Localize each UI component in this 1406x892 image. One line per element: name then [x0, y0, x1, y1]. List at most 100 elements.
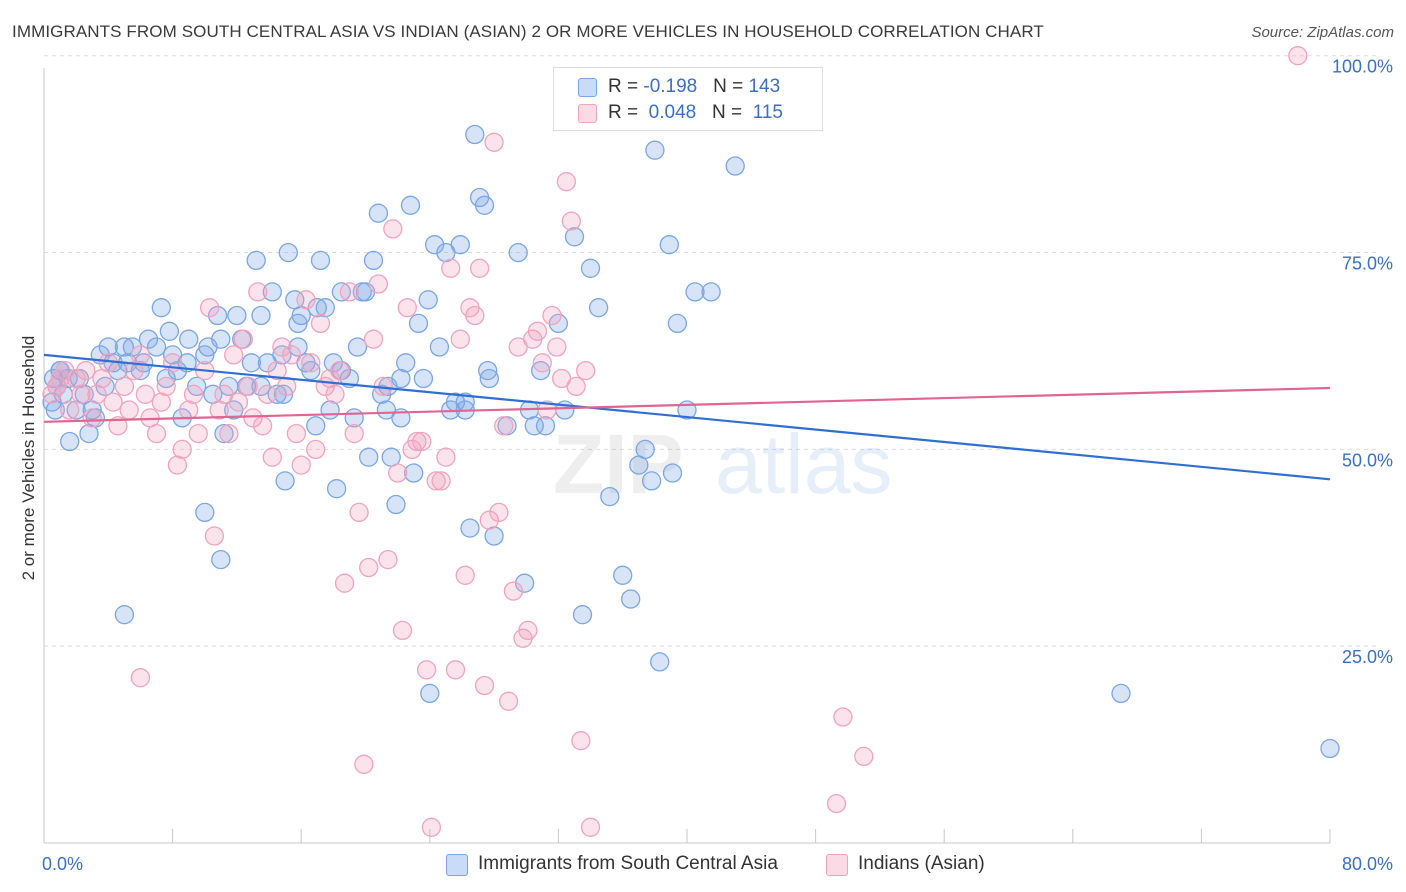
stats-n-value: 143 — [748, 76, 781, 97]
scatter-point — [547, 337, 567, 357]
axes — [43, 68, 1331, 844]
legend-label: Indians (Asian) — [858, 853, 985, 874]
scatter-point — [383, 219, 403, 239]
scatter-point — [71, 384, 91, 404]
scatter-point — [262, 447, 282, 467]
stats-r-value: 0.048 — [648, 102, 697, 123]
scatter-point — [725, 156, 745, 176]
grid-lines — [44, 55, 1378, 647]
scatter-point — [371, 384, 392, 404]
scatter-point — [424, 235, 445, 255]
stats-r-label: R = — [608, 76, 644, 97]
y-tick-label: 50.0% — [1342, 450, 1393, 470]
scatter-point — [130, 345, 151, 365]
scatter-point — [1288, 46, 1308, 66]
scatter-point — [199, 298, 220, 318]
scatter-point — [621, 589, 641, 609]
watermark-atlas: atlas — [715, 417, 892, 511]
scatter-point — [416, 660, 437, 680]
scatter-point — [418, 290, 438, 310]
scatter-point — [344, 423, 364, 444]
scatter-point — [571, 731, 591, 751]
scatter-point — [114, 337, 135, 357]
scatter-point — [326, 479, 347, 499]
scatter-point — [167, 455, 188, 475]
scatter-point — [323, 353, 344, 373]
scatter-point — [243, 408, 263, 428]
scatter-point — [524, 416, 544, 436]
scatter-point — [98, 337, 118, 357]
trend-lines — [43, 353, 1331, 481]
scatter-point — [494, 416, 514, 436]
scatter-point — [146, 337, 167, 357]
scatter-point — [580, 258, 601, 278]
scatter-point — [195, 502, 215, 523]
scatter-point — [363, 329, 384, 349]
scatter-point — [1111, 683, 1131, 704]
scatter-point — [162, 353, 183, 373]
scatter-point — [209, 400, 229, 420]
scatter-point — [55, 360, 75, 381]
scatter-point — [151, 392, 171, 412]
scatter-point — [315, 298, 335, 318]
y-axis-title: 2 or more Vehicles in Household — [19, 336, 38, 581]
pink-swatch-icon — [578, 104, 597, 123]
scatter-point — [310, 313, 331, 334]
scatter-point — [306, 416, 326, 436]
scatter-point — [278, 242, 298, 263]
scatter-point — [421, 817, 442, 837]
scatter-point — [114, 376, 135, 397]
scatter-point — [296, 290, 316, 310]
scatter-point — [130, 668, 151, 688]
x-tick-labels: 0.0% 80.0% — [42, 854, 1393, 874]
scatter-point — [306, 439, 326, 460]
scatter-point — [251, 305, 271, 326]
scatter-point — [267, 384, 287, 404]
scatter-point — [262, 282, 282, 302]
scatter-point — [359, 557, 379, 578]
scatter-point — [392, 620, 413, 641]
scatter-point — [228, 392, 249, 412]
scatter-point — [566, 376, 586, 397]
scatter-point — [412, 431, 432, 452]
scatter-point — [368, 203, 389, 223]
scatter-point — [60, 431, 80, 452]
scatter-point — [291, 305, 311, 326]
scatter-point — [241, 353, 262, 373]
scatter-point — [238, 376, 258, 397]
scatter-point — [138, 329, 159, 349]
chart-title: IMMIGRANTS FROM SOUTH CENTRAL ASIA VS IN… — [12, 22, 1044, 41]
stats-r-value: -0.198 — [643, 76, 698, 97]
scatter-point — [108, 416, 128, 436]
scatter-point — [833, 707, 853, 727]
scatter-point — [204, 526, 225, 546]
scatter-point — [535, 416, 556, 436]
scatter-point — [455, 565, 475, 585]
y-tick-label: 100.0% — [1332, 57, 1393, 77]
scatter-point — [246, 250, 266, 271]
scatter-point — [450, 329, 470, 349]
scatter-point — [252, 416, 273, 436]
scatter-point — [503, 581, 524, 601]
scatter-point — [685, 282, 705, 302]
series-indians-asian-points — [42, 46, 1308, 837]
legend-label: Immigrants from South Central Asia — [478, 853, 778, 874]
scatter-point — [233, 329, 253, 349]
scatter-point — [257, 384, 278, 404]
scatter-point — [460, 518, 480, 538]
scatter-point — [572, 605, 593, 625]
scatter-point — [527, 321, 548, 341]
scatter-point — [288, 337, 308, 357]
scatter-point — [227, 305, 247, 326]
scatter-point — [79, 423, 99, 444]
y-tick-labels: 25.0% 50.0% 75.0% 100.0% — [1332, 57, 1393, 667]
scatter-point — [301, 353, 321, 373]
scatter-point — [183, 384, 204, 404]
scatter-point — [576, 360, 596, 381]
blue-swatch-icon — [446, 854, 468, 876]
scatter-point — [465, 305, 485, 326]
scatter-point — [518, 620, 538, 641]
scatter-point — [224, 345, 244, 365]
legend: Immigrants from South Central Asia India… — [0, 850, 1406, 880]
scatter-point — [339, 282, 360, 302]
